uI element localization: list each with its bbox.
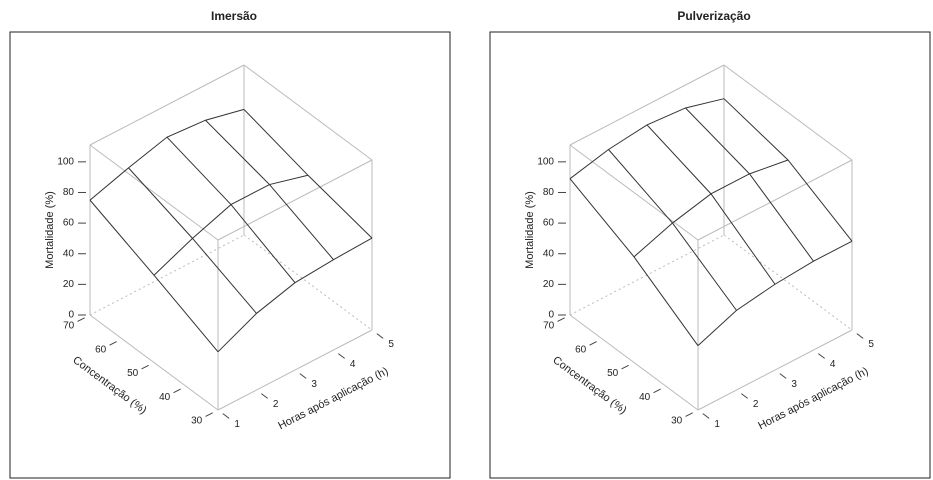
box-edge	[217, 159, 373, 241]
x-tick-label: 4	[830, 359, 836, 370]
chart-title: Imersão	[211, 9, 257, 23]
y-tick	[141, 364, 149, 370]
box-edge	[243, 64, 373, 161]
surface-line	[697, 240, 853, 347]
surface-line	[569, 178, 699, 346]
x-tick	[817, 353, 826, 359]
chart-title: Pulverização	[677, 9, 750, 23]
z-axis-title: Mortalidade (%)	[524, 191, 536, 269]
box-edge	[569, 314, 699, 411]
surface-line	[128, 167, 257, 314]
surface-line	[89, 199, 219, 353]
x-tick	[376, 333, 384, 339]
box-edge	[89, 314, 219, 411]
z-tick-label: 80	[543, 187, 555, 198]
surface-line	[153, 174, 309, 276]
y-tick	[77, 317, 85, 322]
z-tick-label: 60	[63, 218, 75, 229]
box-edge	[89, 144, 219, 241]
chart-panel: Imersão 0 20 40 60 80 100 Mortalidade (%) 30 40 50…	[9, 9, 451, 479]
z-tick-label: 0	[68, 310, 74, 321]
x-tick-label: 5	[388, 339, 394, 350]
box-edge	[697, 329, 853, 411]
x-tick	[299, 373, 307, 379]
y-tick-label: 60	[575, 344, 587, 355]
z-tick-label: 20	[543, 279, 555, 290]
surface-line	[723, 98, 853, 242]
x-tick-label: 5	[868, 339, 874, 350]
surface-line	[569, 98, 725, 180]
x-tick-label: 3	[791, 379, 797, 390]
surface-line	[633, 159, 789, 258]
x-tick	[222, 413, 230, 419]
x-axis-title: Horas após aplicação (h)	[756, 365, 870, 432]
y-tick-label: 40	[639, 392, 651, 403]
x-tick-label: 3	[311, 379, 317, 390]
y-axis-title: Concentração (%)	[550, 354, 628, 416]
panel-frame	[9, 31, 451, 479]
x-tick-label: 2	[273, 399, 279, 410]
y-tick	[109, 341, 117, 346]
box-edge	[89, 234, 245, 316]
surface-line	[243, 109, 373, 239]
y-tick	[621, 364, 629, 370]
x-axis-title: Horas após aplicação (h)	[276, 365, 390, 432]
surface-line	[166, 136, 296, 284]
box-edge	[89, 64, 245, 146]
z-axis-title: Mortalidade (%)	[44, 191, 56, 269]
chart-panel: Pulverização 0 20 40 60 80 100 Mortalidade (%) 3…	[489, 9, 931, 479]
z-tick-label: 20	[63, 279, 75, 290]
z-tick-label: 100	[537, 156, 554, 167]
x-tick	[261, 393, 269, 399]
surface-line	[646, 124, 776, 285]
x-tick	[702, 413, 710, 419]
y-tick-label: 60	[95, 344, 107, 355]
z-tick-label: 60	[543, 218, 555, 229]
surface-line	[205, 119, 334, 260]
y-tick-label: 70	[63, 321, 75, 332]
z-tick-label: 80	[63, 187, 75, 198]
panel-frame	[489, 31, 931, 479]
y-tick	[685, 412, 693, 417]
y-tick	[557, 317, 565, 322]
box-edge	[723, 64, 853, 161]
y-axis-title: Concentração (%)	[70, 354, 148, 416]
y-tick-label: 50	[607, 368, 619, 379]
z-tick-label: 100	[57, 156, 74, 167]
x-tick	[337, 353, 346, 359]
y-tick-label: 30	[191, 416, 203, 427]
x-tick	[856, 333, 864, 339]
y-tick	[173, 388, 181, 394]
y-tick	[205, 412, 213, 417]
x-tick-label: 2	[753, 399, 759, 410]
z-tick-label: 40	[543, 248, 555, 259]
z-tick-label: 40	[63, 248, 75, 259]
y-tick-label: 50	[127, 368, 139, 379]
z-tick-label: 0	[548, 310, 554, 321]
x-tick	[741, 393, 749, 399]
y-tick	[653, 388, 661, 394]
surface-line	[685, 107, 814, 262]
box-edge	[697, 159, 853, 241]
y-tick-label: 40	[159, 392, 171, 403]
box-edge	[723, 234, 853, 331]
x-tick-label: 1	[714, 419, 720, 430]
y-tick-label: 70	[543, 321, 555, 332]
surface-line	[89, 108, 245, 201]
box-edge	[217, 329, 373, 411]
box-edge	[569, 144, 699, 241]
x-tick-label: 4	[350, 359, 356, 370]
x-tick	[779, 373, 787, 379]
y-tick	[589, 341, 597, 346]
box-edge	[569, 64, 725, 146]
x-tick-label: 1	[234, 419, 240, 430]
box-edge	[243, 234, 373, 331]
y-tick-label: 30	[671, 416, 683, 427]
surface-line	[608, 149, 737, 311]
